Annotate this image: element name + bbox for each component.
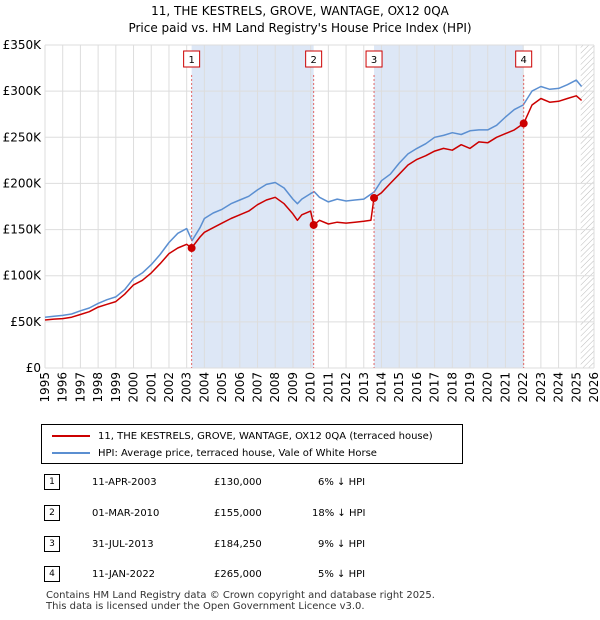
x-tick-label: 2005 (215, 372, 229, 403)
sale-marker-box (305, 50, 323, 68)
legend-price-label: 11, THE KESTRELS, GROVE, WANTAGE, OX12 0… (98, 430, 433, 442)
sale-marker-box (365, 50, 383, 68)
transaction-price: £184,250 (214, 539, 262, 550)
x-tick-label: 1999 (109, 372, 123, 403)
x-tick-label: 2014 (374, 372, 388, 403)
x-tick-label: 2009 (286, 372, 300, 403)
x-tick-label: 2017 (428, 372, 442, 403)
transaction-hpi: 9% ↓ HPI (318, 539, 366, 550)
transaction-number: 3 (44, 536, 60, 552)
chart-subtitle: Price paid vs. HM Land Registry's House … (128, 21, 472, 35)
x-tick-label: 2003 (180, 372, 194, 403)
footer-copyright: Contains HM Land Registry data © Crown c… (46, 590, 435, 601)
sale-marker-label: 1 (188, 55, 194, 66)
x-tick-label: 2024 (552, 372, 566, 403)
y-tick-label: £200K (3, 176, 43, 190)
legend-hpi-label: HPI: Average price, terraced house, Vale… (98, 447, 377, 459)
hatched-region (580, 45, 594, 368)
x-tick-label: 2016 (410, 372, 424, 403)
y-tick-label: £300K (3, 84, 43, 98)
hpi-line (44, 79, 583, 318)
shaded-period (191, 45, 314, 368)
x-tick-label: 1997 (73, 372, 87, 403)
x-tick-label: 2001 (144, 372, 158, 403)
y-tick-label: £150K (3, 223, 43, 237)
x-tick-label: 1998 (91, 372, 105, 403)
transaction-date: 01-MAR-2010 (92, 508, 160, 519)
transaction-number: 2 (44, 505, 60, 521)
sale-point (309, 220, 318, 229)
transaction-number: 4 (44, 566, 60, 582)
y-tick-label: £350K (3, 38, 43, 52)
x-tick-label: 2007 (251, 372, 265, 403)
x-tick-label: 2018 (445, 372, 459, 403)
x-tick-label: 2008 (268, 372, 282, 403)
x-tick-label: 2015 (392, 372, 406, 403)
transaction-date: 11-JAN-2022 (92, 569, 156, 580)
transaction-hpi: 5% ↓ HPI (318, 569, 366, 580)
transaction-hpi: 18% ↓ HPI (312, 508, 366, 519)
sale-marker-label: 4 (521, 55, 527, 66)
y-tick-label: £250K (3, 130, 43, 144)
x-tick-label: 2010 (304, 372, 318, 403)
sale-marker-label: 3 (371, 55, 377, 66)
sale-point (519, 119, 528, 128)
x-tick-label: 1995 (38, 372, 52, 403)
x-tick-label: 2022 (516, 372, 530, 403)
legend-price-swatch (52, 435, 90, 437)
x-tick-label: 2019 (463, 372, 477, 403)
shaded-period (374, 45, 524, 368)
footer-licence: This data is licensed under the Open Gov… (46, 601, 365, 612)
x-tick-label: 2006 (233, 372, 247, 403)
x-tick-label: 2011 (321, 372, 335, 403)
transaction-price: £265,000 (214, 569, 262, 580)
x-tick-label: 2002 (162, 372, 176, 403)
y-tick-label: £50K (10, 315, 42, 329)
sale-marker-box (183, 50, 201, 68)
x-tick-label: 2021 (498, 372, 512, 403)
legend-item-hpi: HPI: Average price, terraced house, Vale… (52, 445, 377, 461)
transaction-date: 31-JUL-2013 (92, 539, 154, 550)
transaction-hpi: 6% ↓ HPI (318, 477, 366, 488)
x-tick-label: 2004 (197, 372, 211, 403)
price-paid-line (44, 95, 583, 321)
legend-item-price: 11, THE KESTRELS, GROVE, WANTAGE, OX12 0… (52, 428, 433, 444)
x-tick-label: 2013 (357, 372, 371, 403)
x-tick-label: 2023 (534, 372, 548, 403)
y-tick-label: £0 (26, 361, 41, 375)
sale-point (370, 193, 379, 202)
transaction-price: £130,000 (214, 477, 262, 488)
x-tick-label: 2025 (569, 372, 583, 403)
legend: 11, THE KESTRELS, GROVE, WANTAGE, OX12 0… (41, 424, 463, 464)
transaction-date: 11-APR-2003 (92, 477, 157, 488)
legend-hpi-swatch (52, 452, 90, 454)
sale-point (187, 244, 196, 253)
y-tick-label: £100K (3, 269, 43, 283)
transaction-number: 1 (44, 474, 60, 490)
x-tick-label: 2020 (481, 372, 495, 403)
chart-area: £0 £50K £100K £150K £200K £250K £300K £350K 1995… (3, 38, 600, 403)
x-tick-label: 1996 (56, 372, 70, 403)
x-tick-label: 2000 (127, 372, 141, 403)
sale-marker-label: 2 (310, 55, 316, 66)
x-tick-label: 2026 (587, 372, 600, 403)
sale-marker-box (515, 50, 533, 68)
chart-title: 11, THE KESTRELS, GROVE, WANTAGE, OX12 0… (151, 4, 449, 18)
x-tick-label: 2012 (339, 372, 353, 403)
transaction-price: £155,000 (214, 508, 262, 519)
